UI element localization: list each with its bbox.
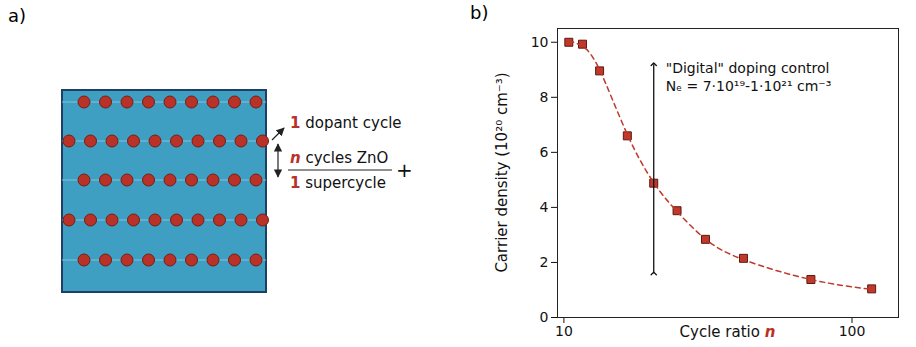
svg-text:10: 10: [555, 323, 573, 339]
svg-text:1 dopant cycle: 1 dopant cycle: [290, 114, 402, 132]
svg-text:2: 2: [540, 254, 549, 270]
html-text:b): b): [470, 2, 489, 23]
svg-text:4: 4: [540, 199, 549, 215]
svg-text:1 supercycle: 1 supercycle: [290, 174, 386, 192]
svg-text:Cycle ratio n: Cycle ratio n: [680, 323, 776, 341]
svg-text:8: 8: [540, 89, 549, 105]
svg-text:0: 0: [540, 309, 549, 325]
svg-text:100: 100: [839, 323, 866, 339]
svg-text:+: +: [396, 158, 413, 182]
svg-text:n cycles ZnO: n cycles ZnO: [290, 149, 388, 167]
svg-text:Carrier density (10²⁰ cm⁻³): Carrier density (10²⁰ cm⁻³): [493, 72, 511, 272]
svg-text:10: 10: [531, 34, 549, 50]
svg-text:6: 6: [540, 144, 549, 160]
svg-text:"Digital" doping controlNₑ = 7: "Digital" doping controlNₑ = 7·10¹⁹-1·10…: [666, 60, 832, 94]
svg-text:a): a): [8, 5, 26, 26]
